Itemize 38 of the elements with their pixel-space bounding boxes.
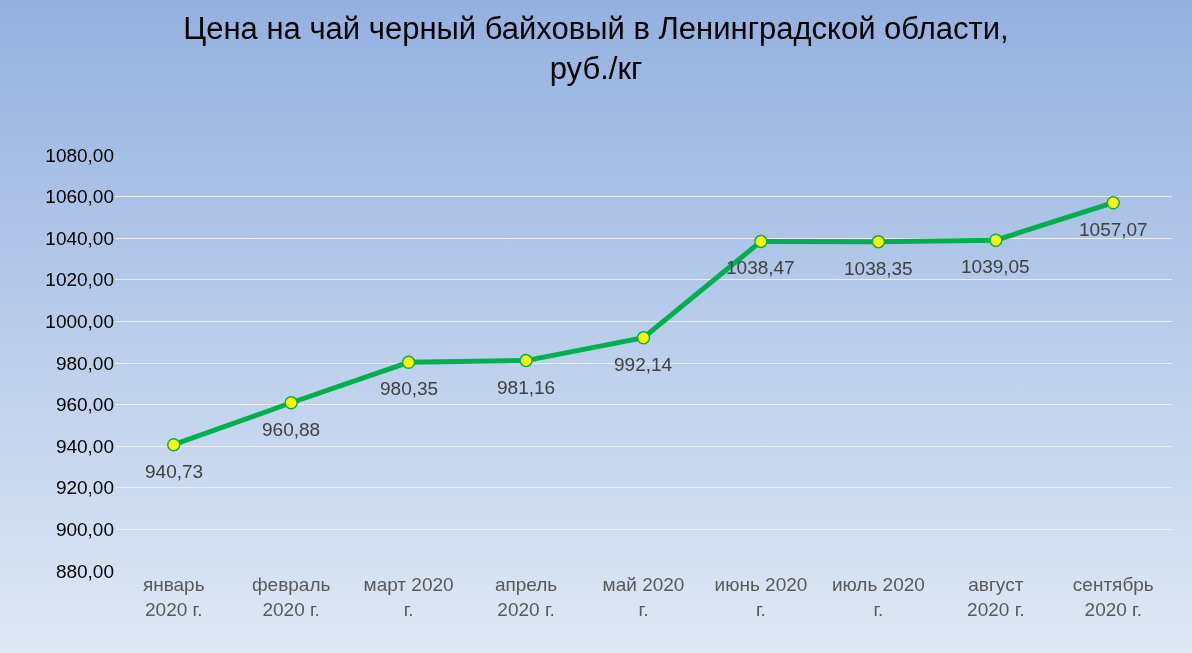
data-label: 1039,05 xyxy=(961,256,1030,277)
x-tick-label: февраль 2020 г. xyxy=(251,574,331,620)
data-label: 981,16 xyxy=(497,377,556,398)
y-tick-label: 1060,00 xyxy=(45,186,114,208)
data-label: 1038,35 xyxy=(844,258,913,279)
point xyxy=(1106,195,1121,210)
data-label: 940,73 xyxy=(145,461,204,482)
point xyxy=(519,353,533,368)
data-label: 960,88 xyxy=(262,419,321,440)
chart-title: Цена на чай черный байховый в Ленинградской области, руб./кг xyxy=(183,11,1009,87)
x-tick-label: май 2020 г. xyxy=(602,574,685,620)
y-tick-label: 1000,00 xyxy=(45,311,114,333)
point xyxy=(989,233,1003,247)
x-tick-label: июль 2020 г. xyxy=(831,574,925,620)
x-tick-label: август 2020 г. xyxy=(967,574,1025,620)
y-tick-label: 1040,00 xyxy=(45,227,114,249)
y-tick-label: 900,00 xyxy=(55,519,114,541)
y-tick-label: 960,00 xyxy=(55,394,114,416)
x-tick-label: март 2020 г. xyxy=(363,574,454,620)
x-tick-label: июнь 2020 г. xyxy=(714,574,808,620)
point xyxy=(871,234,886,249)
x-tick-label: январь 2020 г. xyxy=(142,574,205,620)
data-label: 992,14 xyxy=(614,354,673,375)
point xyxy=(401,355,416,370)
y-tick-label: 980,00 xyxy=(55,352,114,374)
y-tick-label: 1020,00 xyxy=(45,269,114,291)
y-tick-label: 920,00 xyxy=(55,477,114,499)
data-label: 980,35 xyxy=(380,378,439,399)
x-tick-label: апрель 2020 г. xyxy=(494,574,558,620)
y-tick-label: 880,00 xyxy=(55,560,114,582)
point xyxy=(166,437,181,452)
y-tick-label: 1080,00 xyxy=(45,144,114,166)
point xyxy=(284,396,298,410)
point xyxy=(754,234,768,249)
point xyxy=(636,331,651,345)
y-tick-label: 940,00 xyxy=(55,435,114,457)
data-label: 1057,07 xyxy=(1079,219,1148,240)
x-tick-label: сентябрь 2020 г. xyxy=(1072,574,1154,620)
